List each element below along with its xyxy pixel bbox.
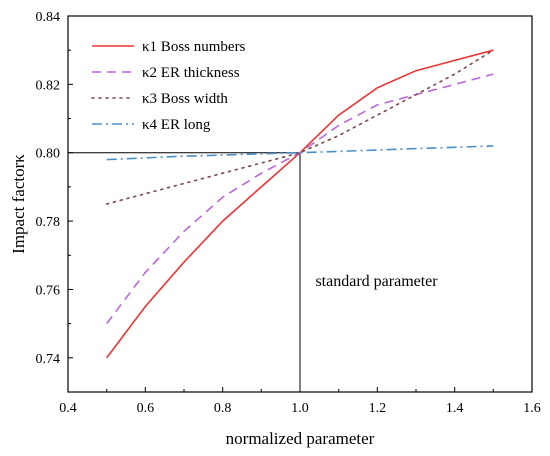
x-tick-label: 0.4: [59, 401, 77, 416]
x-tick-label: 1.6: [523, 401, 541, 416]
y-tick-label: 0.78: [36, 215, 61, 230]
legend-label-k4: κ4 ER long: [142, 117, 211, 133]
legend: κ1 Boss numbers κ2 ER thickness κ3 Boss wi…: [91, 39, 246, 133]
series-line-k2: [106, 73, 494, 325]
y-tick-label: 0.74: [36, 352, 61, 367]
legend-label-k3: κ3 Boss width: [142, 91, 228, 107]
y-axis-title: Impact factorκ: [9, 154, 28, 254]
x-tick-label: 1.0: [291, 401, 309, 416]
x-tick-label: 1.4: [446, 401, 464, 416]
series-layer: [105, 49, 495, 359]
x-tick-label: 1.2: [369, 401, 387, 416]
x-axis-title: normalized parameter: [226, 429, 375, 448]
axis-ticks: 0.4 0.6 0.8 1.0 1.2 1.4 1.6 0.74 0.76 0.78 0.80 0.8…: [36, 10, 541, 416]
y-tick-label: 0.84: [36, 10, 61, 25]
y-tick-label: 0.82: [36, 78, 61, 93]
series-line-k4: [106, 145, 494, 161]
y-tick-label: 0.80: [36, 147, 61, 162]
series-line-k3: [105, 49, 495, 205]
legend-label-k1: κ1 Boss numbers: [142, 39, 246, 55]
x-tick-label: 0.8: [214, 401, 232, 416]
annotation-standard-parameter: standard parameter: [315, 273, 438, 290]
reference-lines: [68, 152, 301, 392]
legend-label-k2: κ2 ER thickness: [142, 65, 240, 81]
x-tick-label: 0.6: [137, 401, 155, 416]
y-tick-label: 0.76: [36, 283, 61, 298]
